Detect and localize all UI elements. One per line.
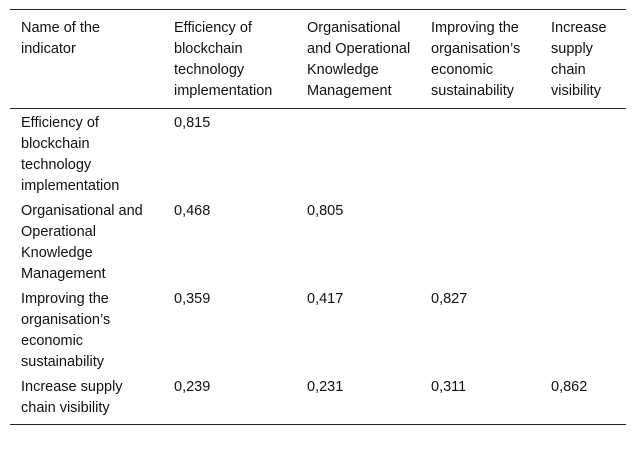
row-label: Efficiency of blockchain technology impl… <box>21 115 120 194</box>
header-cell-economic-sustainability: Improving the organisation’s economic su… <box>431 20 521 99</box>
table-cell <box>296 109 420 199</box>
row-label: Improving the organisation’s economic su… <box>21 291 111 370</box>
header-cell-indicator-name: Name of the indicator <box>21 20 100 57</box>
table-cell: 0,417 <box>307 291 344 307</box>
table-cell: 0,359 <box>174 291 211 307</box>
table-cell: 0,231 <box>307 379 344 395</box>
table-body: Efficiency of blockchain technology impl… <box>10 109 626 425</box>
table-row: Organisational and Operational Knowledge… <box>10 198 626 286</box>
table-cell: 0,805 <box>307 203 344 219</box>
table-cell: 0,311 <box>431 379 467 395</box>
table-cell <box>420 198 540 286</box>
table-cell: 0,239 <box>174 379 211 395</box>
header-row: Name of the indicator Efficiency of bloc… <box>10 9 626 109</box>
table-cell: 0,827 <box>431 291 468 307</box>
table-row: Efficiency of blockchain technology impl… <box>10 109 626 199</box>
table-cell: 0,815 <box>174 115 211 131</box>
table-header: Name of the indicator Efficiency of bloc… <box>10 9 626 109</box>
table-cell <box>540 109 626 199</box>
header-cell-supply-chain-visibility: Increase supply chain visibility <box>551 20 607 99</box>
header-cell-knowledge-management: Organisational and Operational Knowledge… <box>307 20 411 99</box>
row-label: Organisational and Operational Knowledge… <box>21 203 143 282</box>
correlation-table: Name of the indicator Efficiency of bloc… <box>10 9 626 425</box>
table-cell <box>540 286 626 374</box>
table-row: Increase supply chain visibility 0,239 0… <box>10 374 626 425</box>
table-row: Improving the organisation’s economic su… <box>10 286 626 374</box>
table-cell <box>540 198 626 286</box>
row-label: Increase supply chain visibility <box>21 379 123 416</box>
header-cell-blockchain-efficiency: Efficiency of blockchain technology impl… <box>174 20 273 99</box>
table-cell: 0,862 <box>551 379 588 395</box>
table-cell <box>420 109 540 199</box>
table-cell: 0,468 <box>174 203 211 219</box>
table-container: Name of the indicator Efficiency of bloc… <box>10 9 626 425</box>
